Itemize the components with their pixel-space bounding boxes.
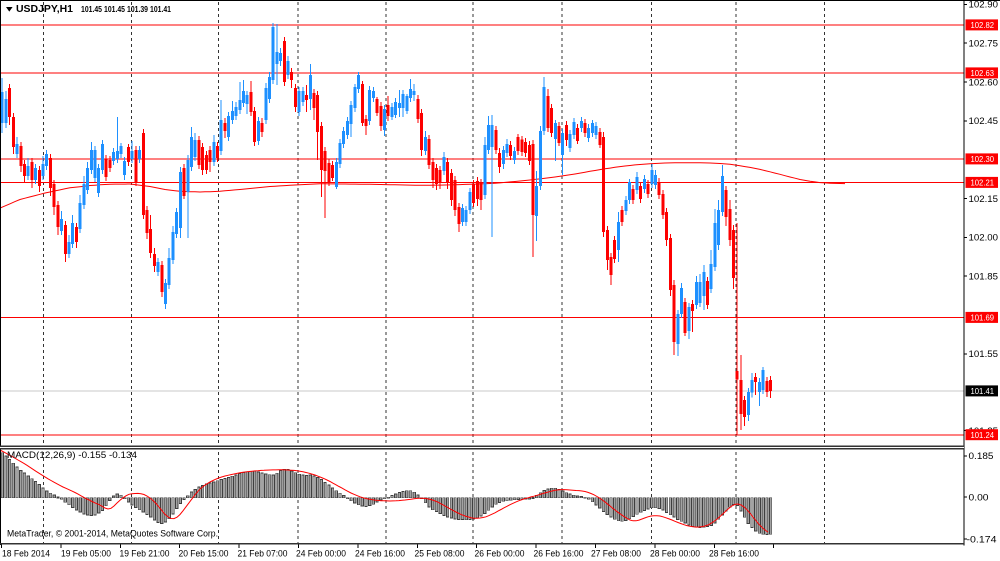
svg-text:28 Feb 00:00: 28 Feb 00:00 <box>650 549 700 559</box>
svg-text:101.55: 101.55 <box>969 349 999 360</box>
svg-text:102.21: 102.21 <box>971 178 995 188</box>
svg-text:101.69: 101.69 <box>971 313 995 323</box>
svg-text:24 Feb 00:00: 24 Feb 00:00 <box>296 549 346 559</box>
svg-text:102.63: 102.63 <box>971 68 995 78</box>
svg-text:25 Feb 08:00: 25 Feb 08:00 <box>415 549 465 559</box>
svg-text:101.41: 101.41 <box>150 4 171 14</box>
svg-text:28 Feb 16:00: 28 Feb 16:00 <box>709 549 759 559</box>
svg-text:MetaTrader, © 2001-2014, MetaQ: MetaTrader, © 2001-2014, MetaQuotes Soft… <box>7 529 218 539</box>
svg-text:-0.174: -0.174 <box>967 534 997 545</box>
svg-text:101.39: 101.39 <box>127 4 148 14</box>
svg-text:101.45: 101.45 <box>104 4 125 14</box>
svg-text:18 Feb 2014: 18 Feb 2014 <box>2 549 50 559</box>
svg-text:19 Feb 21:00: 19 Feb 21:00 <box>120 549 170 559</box>
svg-text:19 Feb 05:00: 19 Feb 05:00 <box>61 549 111 559</box>
svg-text:0.185: 0.185 <box>969 451 994 462</box>
svg-text:102.90: 102.90 <box>969 0 999 11</box>
svg-text:24 Feb 16:00: 24 Feb 16:00 <box>355 549 405 559</box>
svg-text:101.85: 101.85 <box>969 272 999 283</box>
svg-text:101.41: 101.41 <box>971 386 995 396</box>
svg-text:0.00: 0.00 <box>969 492 989 503</box>
svg-text:26 Feb 00:00: 26 Feb 00:00 <box>475 549 525 559</box>
svg-text:102.00: 102.00 <box>969 233 999 244</box>
svg-text:102.15: 102.15 <box>969 194 999 205</box>
svg-text:102.30: 102.30 <box>971 154 995 164</box>
svg-text:USDJPY,H1: USDJPY,H1 <box>16 4 73 15</box>
svg-text:26 Feb 16:00: 26 Feb 16:00 <box>534 549 584 559</box>
svg-text:101.24: 101.24 <box>971 430 995 440</box>
svg-text:27 Feb 08:00: 27 Feb 08:00 <box>591 549 641 559</box>
svg-text:101.45: 101.45 <box>81 4 102 14</box>
svg-text:MACD(12,26,9) -0.155 -0.134: MACD(12,26,9) -0.155 -0.134 <box>7 450 137 460</box>
svg-text:102.82: 102.82 <box>971 20 995 30</box>
svg-text:102.60: 102.60 <box>969 77 999 88</box>
svg-text:102.75: 102.75 <box>969 39 999 50</box>
svg-text:102.45: 102.45 <box>969 116 999 127</box>
svg-text:20 Feb 15:00: 20 Feb 15:00 <box>179 549 229 559</box>
svg-text:21 Feb 07:00: 21 Feb 07:00 <box>238 549 288 559</box>
